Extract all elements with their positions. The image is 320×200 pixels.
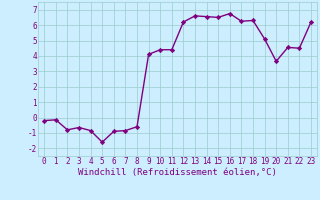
X-axis label: Windchill (Refroidissement éolien,°C): Windchill (Refroidissement éolien,°C) [78, 168, 277, 177]
